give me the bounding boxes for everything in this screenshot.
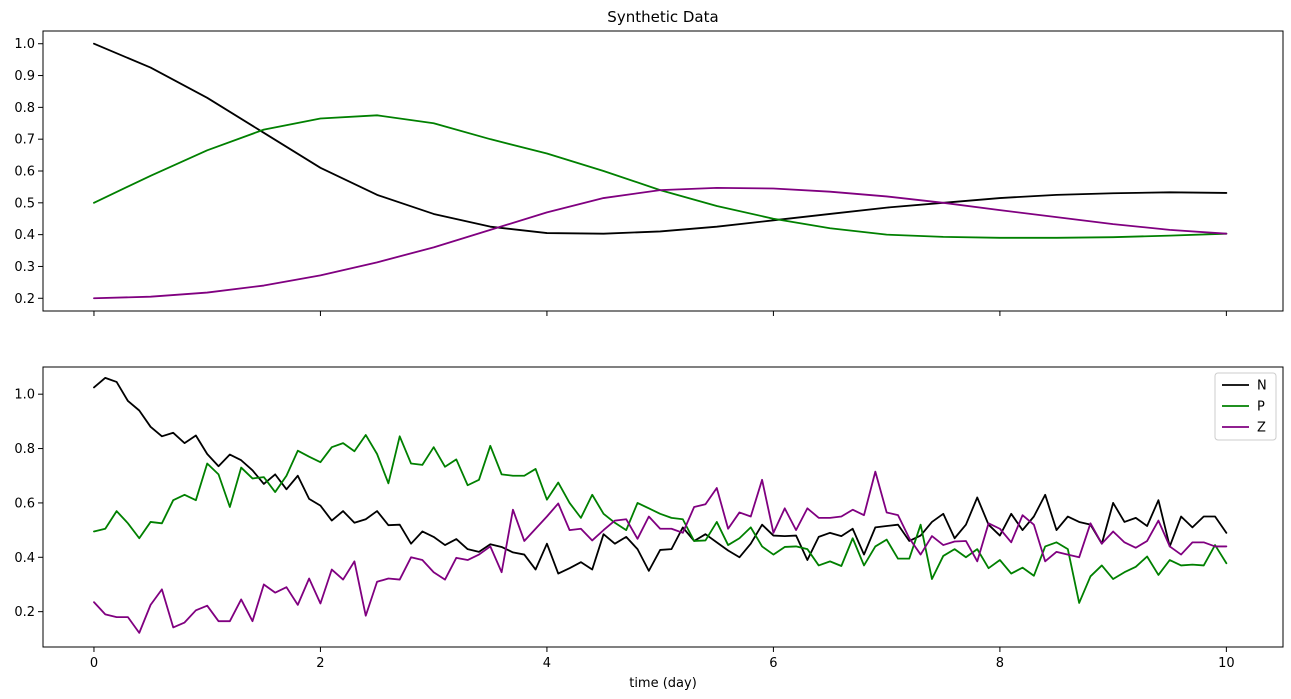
legend: NPZ (1214, 372, 1277, 441)
legend-label-p: P (1257, 400, 1265, 415)
top-y-tick-label: 0.2 (14, 292, 35, 307)
bottom-x-tick-label: 8 (996, 656, 1004, 671)
bottom-y-tick-label: 1.0 (14, 388, 35, 403)
bottom-y-tick-label: 0.8 (14, 442, 35, 457)
top-y-tick-label: 0.6 (14, 165, 35, 180)
top-y-tick-label: 0.4 (14, 228, 35, 243)
bottom-x-tick-label: 2 (316, 656, 324, 671)
bottom-plot-frame (42, 366, 1284, 648)
bottom-y-tick-label: 0.4 (14, 551, 35, 566)
top-y-tick-label: 0.9 (14, 69, 35, 84)
top-chart-panel: 0.2 0.3 0.4 0.5 0.6 0.7 0.8 0.9 1.0 Synthetic Dat… (14, 8, 1284, 316)
bottom-chart-panel: 0 2 4 6 8 10 0.2 0.4 0.6 0.8 1.0 time (day) NPZ (14, 366, 1284, 691)
top-y-tick-label: 1.0 (14, 37, 35, 52)
top-y-tick-label: 0.7 (14, 133, 35, 148)
top-y-tick-label: 0.8 (14, 101, 35, 116)
bottom-series-line-z (93, 470, 1228, 634)
bottom-x-tick-label: 0 (90, 656, 98, 671)
bottom-x-tick-label: 6 (769, 656, 777, 671)
top-series-line-0 (93, 42, 1228, 235)
legend-label-n: N (1257, 379, 1267, 394)
x-axis-label: time (day) (629, 676, 697, 691)
top-plot-frame (42, 30, 1284, 312)
bottom-series-line-p (93, 434, 1228, 604)
bottom-y-tick-label: 0.2 (14, 605, 35, 620)
bottom-y-tick-label: 0.6 (14, 496, 35, 511)
legend-label-z: Z (1257, 421, 1266, 436)
top-series-line-2 (93, 186, 1228, 300)
bottom-series-line-n (93, 376, 1228, 575)
top-y-tick-label: 0.3 (14, 260, 35, 275)
bottom-x-tick-label: 10 (1218, 656, 1235, 671)
top-y-tick-label: 0.5 (14, 196, 35, 211)
chart-title: Synthetic Data (607, 8, 718, 26)
bottom-x-tick-label: 4 (543, 656, 551, 671)
